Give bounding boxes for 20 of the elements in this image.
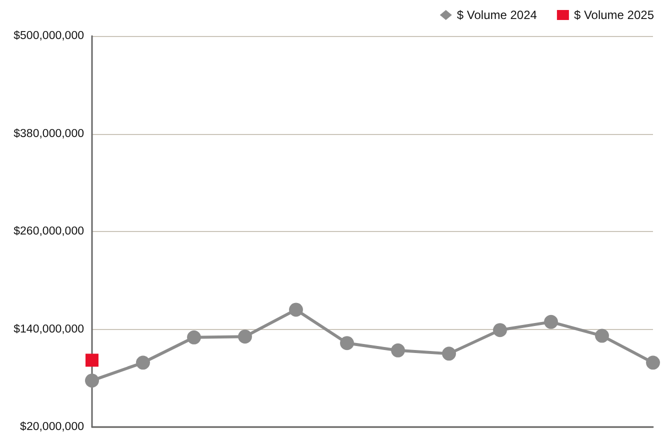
y-tick-label: $20,000,000 [20, 421, 84, 433]
point [544, 314, 558, 329]
y-tick-label: $140,000,000 [14, 323, 84, 336]
point [238, 330, 252, 344]
point [442, 346, 456, 361]
y-tick-label: $380,000,000 [14, 128, 84, 140]
point [289, 302, 303, 317]
legend-label: $ Volume 2025 [574, 8, 654, 22]
point [646, 356, 660, 370]
point [86, 354, 98, 367]
point [391, 343, 405, 358]
legend-label: $ Volume 2024 [456, 8, 538, 22]
y-tick-label: $260,000,000 [14, 226, 84, 238]
point [187, 330, 201, 344]
point [85, 374, 99, 388]
y-tick-label: $500,000,000 [14, 30, 84, 42]
point [136, 356, 150, 370]
point [595, 328, 609, 343]
point [493, 323, 507, 338]
point [340, 336, 354, 350]
